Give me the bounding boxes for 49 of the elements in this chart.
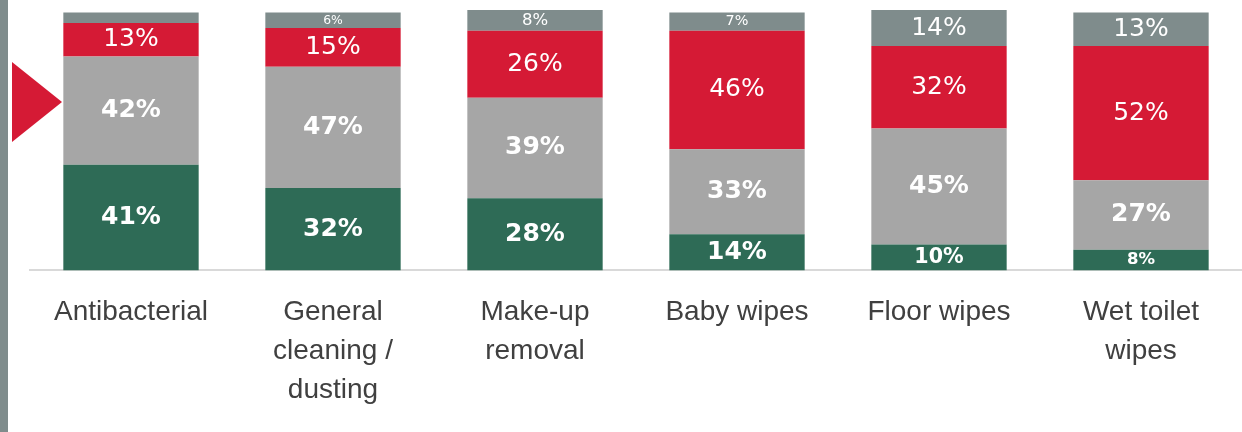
data-label: 32% xyxy=(911,70,967,100)
data-label: 8% xyxy=(1126,249,1156,269)
data-label: 46% xyxy=(709,73,765,103)
data-label: 33% xyxy=(707,175,767,205)
data-label: 47% xyxy=(303,110,363,140)
bar xyxy=(871,46,1007,129)
bar xyxy=(265,66,401,188)
x-tick-label: Wet toilet wipes xyxy=(1082,294,1200,365)
data-label: 32% xyxy=(303,212,363,242)
data-label: 13% xyxy=(103,23,159,53)
data-label: 42% xyxy=(101,94,161,124)
x-tick-label: Antibacterial xyxy=(53,294,209,326)
bar xyxy=(265,187,401,271)
bar xyxy=(669,149,805,235)
bar xyxy=(63,22,199,57)
bar xyxy=(1073,12,1209,47)
bar xyxy=(871,128,1007,245)
data-label: 6% xyxy=(323,12,344,27)
bar xyxy=(1073,46,1209,181)
data-label: 14% xyxy=(911,11,967,41)
bar xyxy=(265,12,401,29)
data-label: 28% xyxy=(505,217,565,247)
bar xyxy=(63,164,199,271)
data-label: 15% xyxy=(305,30,361,60)
bar xyxy=(63,12,199,23)
data-label: 41% xyxy=(101,201,161,231)
bar xyxy=(871,10,1007,47)
data-label: 10% xyxy=(914,243,964,268)
data-label: 45% xyxy=(909,170,969,200)
bar xyxy=(1073,180,1209,250)
x-tick-label: General cleaning / dusting xyxy=(273,294,394,405)
data-label: 14% xyxy=(707,235,767,265)
bar xyxy=(467,198,603,271)
bar xyxy=(467,10,603,31)
x-tick-label: Baby wipes xyxy=(665,294,809,326)
x-tick-label: Make-up removal xyxy=(480,294,590,365)
data-label: 8% xyxy=(521,9,549,29)
data-label: 13% xyxy=(1113,12,1169,42)
x-tick-label: Floor wipes xyxy=(867,294,1011,326)
data-label: 52% xyxy=(1113,96,1169,126)
bar xyxy=(467,97,603,199)
bar xyxy=(265,28,401,67)
bar xyxy=(467,30,603,98)
bar xyxy=(669,12,805,31)
bar xyxy=(669,30,805,150)
data-label: 7% xyxy=(725,12,749,29)
data-label: 27% xyxy=(1111,198,1171,228)
data-label: 39% xyxy=(505,131,565,161)
data-label: 26% xyxy=(507,47,563,77)
